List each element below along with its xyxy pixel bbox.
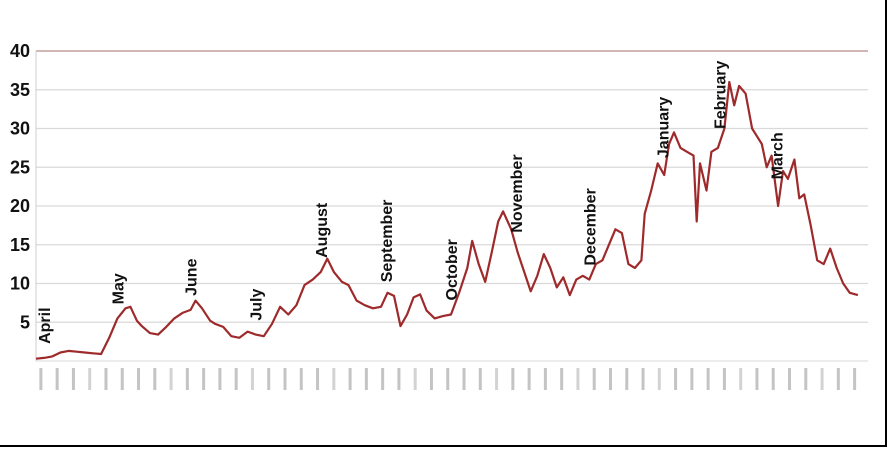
x-tick-mark [299, 368, 303, 390]
month-label: August [314, 202, 331, 258]
month-label: September [379, 200, 396, 283]
x-tick-mark [690, 368, 694, 390]
x-tick-mark [137, 368, 141, 390]
month-label: April [37, 307, 54, 343]
x-tick-mark [641, 368, 645, 390]
x-tick-mark [722, 368, 726, 390]
x-tick-mark [153, 368, 157, 390]
x-tick-mark [88, 368, 92, 390]
x-axis [36, 360, 868, 390]
x-tick-mark [771, 368, 775, 390]
month-label: March [769, 132, 786, 179]
x-tick-mark [657, 368, 661, 390]
y-tick-label: 25 [10, 157, 30, 177]
month-label: January [656, 97, 673, 158]
x-tick-mark [55, 368, 59, 390]
x-tick-mark [495, 368, 499, 390]
series-line [35, 80, 859, 360]
x-tick-mark [625, 368, 629, 390]
x-tick-mark [185, 368, 189, 390]
x-tick-mark [527, 368, 531, 390]
x-tick-mark [202, 368, 206, 390]
month-label: November [509, 154, 526, 232]
x-tick-mark [788, 368, 792, 390]
y-tick-label: 40 [10, 41, 30, 61]
x-tick-mark [39, 368, 43, 390]
x-tick-mark [104, 368, 108, 390]
x-tick-mark [543, 368, 547, 390]
x-tick-mark [462, 368, 466, 390]
x-tick-mark [364, 368, 368, 390]
gridlines [36, 50, 868, 323]
x-tick-mark [739, 368, 743, 390]
x-tick-mark [250, 368, 254, 390]
x-tick-mark [836, 368, 840, 390]
y-tick-label: 30 [10, 119, 30, 139]
x-tick-mark [381, 368, 385, 390]
x-tick-mark [478, 368, 482, 390]
month-label: May [110, 273, 127, 304]
x-tick-mark [592, 368, 596, 390]
month-label: February [713, 60, 730, 129]
y-tick-label: 10 [10, 274, 30, 294]
x-tick-mark [755, 368, 759, 390]
month-label: December [582, 188, 599, 265]
x-tick-mark [804, 368, 808, 390]
x-tick-mark [853, 368, 857, 390]
month-label: July [249, 289, 266, 321]
month-label: June [184, 258, 201, 295]
x-tick-mark [413, 368, 417, 390]
x-tick-mark [674, 368, 678, 390]
x-tick-mark [348, 368, 352, 390]
y-tick-label: 35 [10, 80, 30, 100]
month-label: October [444, 239, 461, 300]
x-tick-mark [429, 368, 433, 390]
x-tick-mark [706, 368, 710, 390]
x-tick-mark [608, 368, 612, 390]
x-tick-mark [576, 368, 580, 390]
x-tick-mark [169, 368, 173, 390]
x-tick-mark [234, 368, 238, 390]
x-tick-mark [71, 368, 75, 390]
x-tick-mark [820, 368, 824, 390]
x-tick-mark [511, 368, 515, 390]
x-tick-mark [316, 368, 320, 390]
x-tick-mark [120, 368, 124, 390]
y-axis: 5 10 15 20 25 30 35 40 [10, 41, 37, 361]
y-tick-label: 5 [20, 312, 30, 332]
x-tick-mark [397, 368, 401, 390]
y-tick-label: 20 [10, 196, 30, 216]
x-tick-mark [560, 368, 564, 390]
x-tick-mark [267, 368, 271, 390]
x-tick-mark [218, 368, 222, 390]
x-tick-mark [332, 368, 336, 390]
month-annotations: April May June July August September October No… [37, 60, 786, 343]
y-tick-label: 15 [10, 235, 30, 255]
x-tick-mark [446, 368, 450, 390]
x-tick-mark [283, 368, 287, 390]
